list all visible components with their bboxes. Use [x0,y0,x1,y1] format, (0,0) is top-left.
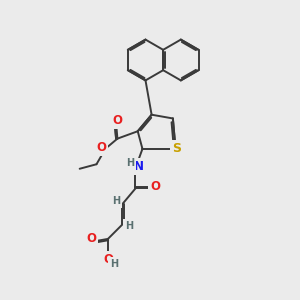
Text: O: O [112,114,123,127]
Text: N: N [134,160,144,173]
Text: H: H [126,158,134,168]
Text: H: H [112,196,120,206]
Text: H: H [110,259,118,269]
Text: O: O [86,232,96,245]
Text: H: H [125,221,133,231]
Text: O: O [96,141,106,154]
Text: O: O [103,254,113,266]
Text: S: S [172,142,182,155]
Text: O: O [151,181,160,194]
